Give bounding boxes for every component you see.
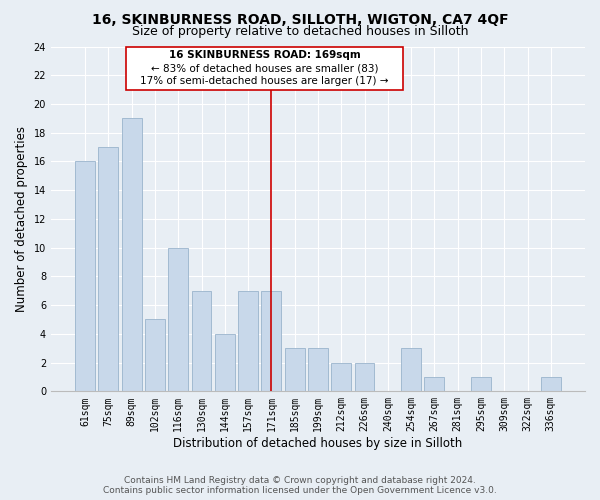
Y-axis label: Number of detached properties: Number of detached properties xyxy=(15,126,28,312)
Bar xyxy=(145,320,165,392)
Bar xyxy=(285,348,305,392)
Bar xyxy=(541,377,561,392)
Text: 17% of semi-detached houses are larger (17) →: 17% of semi-detached houses are larger (… xyxy=(140,76,389,86)
Bar xyxy=(424,377,444,392)
Text: Size of property relative to detached houses in Silloth: Size of property relative to detached ho… xyxy=(132,25,468,38)
Bar xyxy=(238,291,258,392)
Text: Contains public sector information licensed under the Open Government Licence v3: Contains public sector information licen… xyxy=(103,486,497,495)
FancyBboxPatch shape xyxy=(125,46,403,90)
Text: Contains HM Land Registry data © Crown copyright and database right 2024.: Contains HM Land Registry data © Crown c… xyxy=(124,476,476,485)
Bar xyxy=(75,162,95,392)
X-axis label: Distribution of detached houses by size in Silloth: Distribution of detached houses by size … xyxy=(173,437,463,450)
Bar xyxy=(169,248,188,392)
Bar xyxy=(262,291,281,392)
Text: 16, SKINBURNESS ROAD, SILLOTH, WIGTON, CA7 4QF: 16, SKINBURNESS ROAD, SILLOTH, WIGTON, C… xyxy=(92,12,508,26)
Bar xyxy=(401,348,421,392)
Bar xyxy=(331,362,351,392)
Bar xyxy=(215,334,235,392)
Bar xyxy=(308,348,328,392)
Bar xyxy=(471,377,491,392)
Bar xyxy=(355,362,374,392)
Text: ← 83% of detached houses are smaller (83): ← 83% of detached houses are smaller (83… xyxy=(151,63,379,73)
Bar xyxy=(98,147,118,392)
Bar xyxy=(122,118,142,392)
Bar xyxy=(191,291,211,392)
Text: 16 SKINBURNESS ROAD: 169sqm: 16 SKINBURNESS ROAD: 169sqm xyxy=(169,50,361,60)
